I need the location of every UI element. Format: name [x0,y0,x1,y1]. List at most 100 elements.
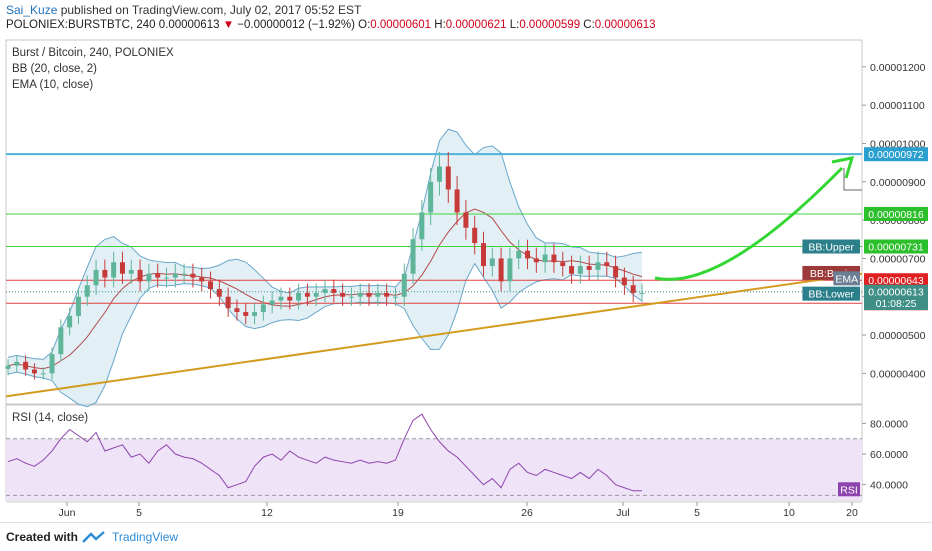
rsi-tick-label: 40.0000 [870,480,908,492]
candle-body [49,354,55,374]
projection-arrow [654,166,844,281]
candle-body [172,273,178,278]
symbol-text: POLONIEX:BURSTBTC, 240 0.00000613 [6,19,223,31]
candle-body [569,266,575,274]
last-price-label-bg [864,296,928,311]
author-link[interactable]: Sai_Kuze [6,3,58,17]
rsi-band-fill [6,438,862,500]
legend-bb: BB (20, close, 2) [12,63,98,75]
price-chart[interactable]: 0.000004000.000005000.000006000.00000700… [0,0,932,522]
level-price-label: 0.00000816 [868,209,924,221]
candle-body [577,266,583,274]
candle-body [278,296,284,301]
y-tick-label: 0.00000400 [870,368,926,380]
candle-body [128,269,134,274]
down-arrow-icon: ▼ [222,19,235,31]
candle-body [516,250,522,259]
level-price-label: 0.00000643 [868,275,924,287]
y-tick-label: 0.00000700 [870,253,926,265]
candle-body [67,315,73,328]
candle-body [401,273,407,297]
candle-body [639,292,645,294]
candle-body [586,266,592,270]
legend-title: Burst / Bitcoin, 240, POLONIEX [12,47,174,59]
candle-body [225,296,231,309]
candle-body [216,289,222,297]
candle-body [340,292,346,297]
x-tick-label: Jul [616,507,629,519]
x-tick-label: 12 [261,507,273,519]
x-tick-label: Jun [59,507,76,519]
support-trendline [5,272,863,398]
high-label: H: [431,19,446,31]
projection-arrowhead [831,156,855,179]
rsi-line [7,413,642,492]
open-value: 0.00000601 [370,19,432,31]
rsi-tag: RSI [840,484,858,496]
created-with-text: Created with [6,530,79,544]
candle-body [199,277,205,282]
candle-body [260,304,266,313]
candle-body [322,289,328,293]
candle-body [304,292,310,297]
open-label: O: [354,19,371,31]
candle-body [40,373,46,375]
candle-body [164,277,169,279]
candle-body [287,296,293,301]
candle-body [604,262,610,267]
candle-body [375,292,381,297]
last-price-label-bg [864,284,928,299]
candle-body [357,292,363,297]
footer: Created with TradingView [0,522,932,551]
candle-body [146,273,152,282]
y-tick-label: 0.00000500 [870,330,926,342]
header-line-2: POLONIEX:BURSTBTC, 240 0.00000613 ▼ −0.0… [6,19,656,31]
candle-body [313,292,319,297]
candle-body [472,227,478,244]
candle-body [551,254,557,263]
candle-body [31,369,37,374]
candle-body [252,312,258,316]
candle-body [137,269,143,282]
candle-body [533,258,539,263]
candle-body [234,308,240,313]
level-price-label-bg [864,206,928,221]
candle-body [155,273,161,278]
candle-body [208,281,214,290]
candle-body [560,262,566,267]
candle-body [190,273,196,278]
candle-body [384,292,390,297]
candle-body [93,269,99,286]
close-label: C: [580,19,595,31]
candle-body [436,166,442,182]
x-tick-label: 26 [521,507,533,519]
indicator-tag-bg [802,239,860,254]
x-tick-label: 20 [846,507,858,519]
candle-body [630,285,636,293]
candle-body [84,285,90,297]
high-value: 0.00000621 [445,19,507,31]
legend-ema: EMA (10, close) [12,79,94,91]
close-value: 0.00000613 [594,19,656,31]
low-value: 0.00000599 [519,19,581,31]
bb-lower-line [7,262,643,408]
published-text: published on TradingView.com, July 02, 2… [57,3,362,17]
level-price-label: 0.00000972 [868,149,924,161]
header-line-1: Sai_Kuze published on TradingView.com, J… [6,3,361,17]
y-tick-label: 0.00001100 [870,100,925,112]
candle-body [348,296,354,298]
candle-body [454,189,460,213]
last-price-label: 0.00000613 [868,287,924,299]
candle-body [489,258,495,267]
indicator-tag: BB:Lower [808,289,854,301]
candle-body [111,262,117,278]
indicator-tag: BB:Upper [808,242,854,254]
candle-body [102,269,108,278]
candle-body [392,296,398,298]
candle-body [542,254,548,263]
tradingview-brand-link[interactable]: TradingView [112,530,179,544]
indicator-tag-bg [802,286,860,301]
candle-body [243,312,249,316]
candle-body [507,258,513,282]
x-tick-label: 19 [392,507,404,519]
